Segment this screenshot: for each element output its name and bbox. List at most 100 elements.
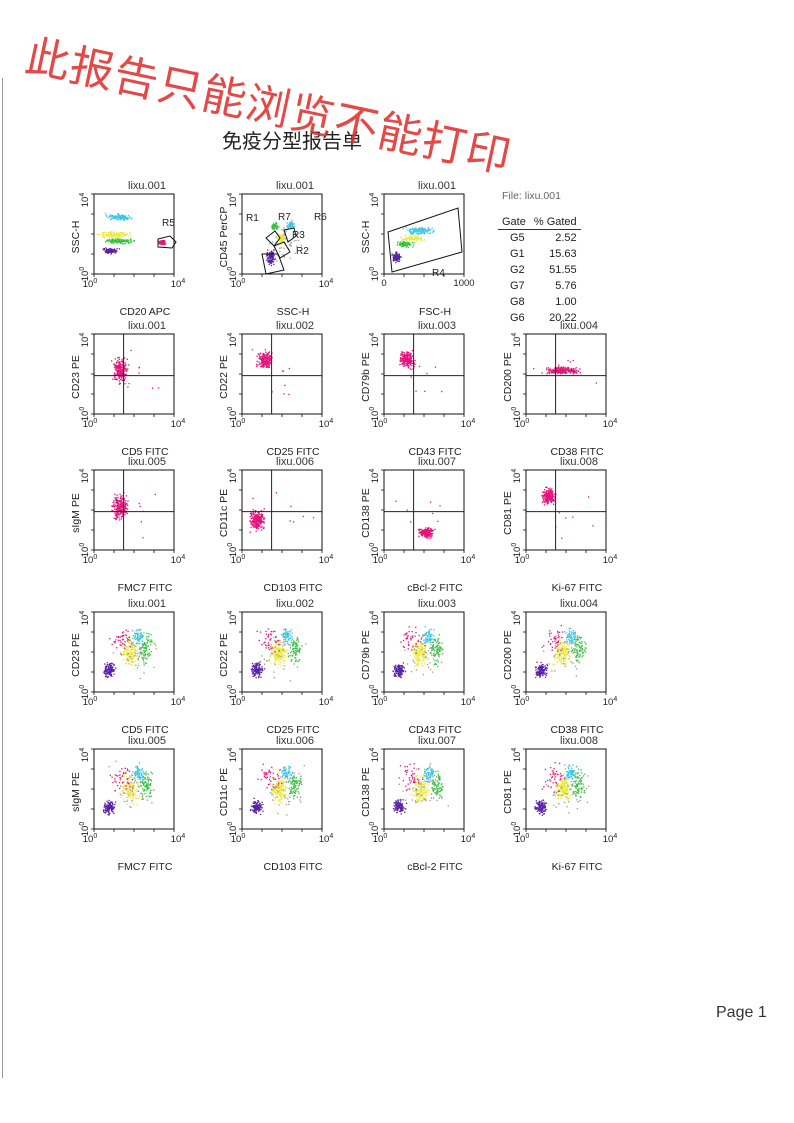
- watermark-text: 此报告只能浏览不能打印: [21, 30, 516, 184]
- stats-gate: G6: [510, 312, 525, 324]
- flow-plot: lixu.008 100 104 100 104 Ki-67 FITC CD81 PE: [502, 456, 657, 602]
- x-axis-label: CD20 APC: [119, 306, 171, 318]
- plot-title: lixu.008: [560, 456, 598, 468]
- x-axis-label: CD43 FITC: [408, 446, 462, 458]
- stats-row: G8 1.00: [498, 294, 581, 310]
- flow-plot: lixu.005 100 104 100 104 FMC7 FITC sIgM PE: [70, 456, 225, 602]
- plot-title: lixu.002: [276, 598, 314, 610]
- event-dots: [392, 763, 449, 815]
- flow-plot: lixu.008 100 104 100 104 Ki-67 FITC CD81 PE: [502, 735, 657, 881]
- y-axis-label: CD23 PE: [70, 633, 82, 677]
- event-dots: [399, 350, 443, 393]
- gate-r2-outline: [261, 253, 285, 275]
- flow-plot: lixu.003 100 104 100 104 CD43 FITC CD79b PE: [360, 320, 515, 466]
- gate-statistics-table: File: lixu.001 Gate % Gated G5 2.52 G1 15.…: [498, 190, 590, 328]
- gate-r7-outline: [283, 227, 297, 243]
- event-dots: [103, 628, 157, 680]
- x-axis-label: CD25 FITC: [266, 724, 320, 736]
- x-tick-label: 104: [461, 418, 476, 430]
- event-dots: [251, 349, 290, 396]
- flow-plot: lixu.006 100 104 100 104 CD103 FITC CD11c PE: [218, 735, 373, 881]
- gate-r3-outline: [273, 241, 291, 259]
- plot-frame: [383, 333, 465, 415]
- plot-title: lixu.004: [560, 598, 598, 610]
- y-axis-label: CD138 PE: [360, 767, 372, 817]
- y-axis-label: CD138 PE: [360, 488, 372, 538]
- y-axis-label: SSC-H: [360, 220, 372, 254]
- plot-frame: [93, 333, 175, 415]
- stats-header-row: Gate % Gated: [498, 216, 581, 230]
- x-axis-label: CD103 FITC: [263, 861, 323, 873]
- plot-title: lixu.007: [418, 735, 456, 747]
- y-axis-label: CD22 PE: [218, 355, 230, 399]
- plot-frame: [241, 333, 323, 415]
- flow-plot: lixu.001 100 104 100 104 R5 CD20 APC SSC-H: [70, 180, 225, 326]
- x-tick-label: 104: [171, 696, 186, 708]
- plot-title: lixu.003: [418, 598, 456, 610]
- y-axis-label: CD79b PE: [360, 352, 372, 402]
- x-tick-label: 104: [319, 278, 334, 290]
- stats-row: G2 51.55: [498, 262, 581, 278]
- left-margin-rule: [2, 78, 3, 1078]
- event-dots: [392, 626, 444, 679]
- stats-row: G1 15.63: [498, 246, 581, 262]
- plot-frame: [241, 193, 323, 275]
- stats-gate: G2: [510, 264, 525, 276]
- plot-title: lixu.006: [276, 735, 314, 747]
- y-axis-label: CD11c PE: [218, 767, 230, 817]
- plot-title: lixu.005: [128, 456, 166, 468]
- flow-plot: lixu.004 100 104 100 104 CD38 FITC CD200 PE: [502, 598, 657, 744]
- y-axis-label: SSC-H: [70, 220, 82, 254]
- stats-percent: 51.55: [549, 264, 577, 276]
- x-tick-label: 104: [603, 696, 618, 708]
- x-tick-label: 0: [381, 278, 386, 289]
- stats-header-percent: % Gated: [529, 216, 581, 230]
- stats-row: G6 20.22: [498, 310, 581, 326]
- flow-plot: lixu.001 100 104 100 104 CD5 FITC CD23 PE: [70, 320, 225, 466]
- plot-title: lixu.001: [276, 180, 314, 192]
- x-axis-label: Ki-67 FITC: [551, 861, 603, 873]
- stats-file-name: File: lixu.001: [502, 190, 561, 202]
- x-axis-label: FMC7 FITC: [117, 861, 173, 873]
- plot-frame: [525, 469, 607, 551]
- x-axis-label: CD5 FITC: [121, 446, 169, 458]
- plot-frame: [93, 469, 175, 551]
- flow-plot: lixu.007 100 104 100 104 cBcl-2 FITC CD138 PE: [360, 735, 515, 881]
- gate-label: R6: [314, 212, 327, 223]
- stats-row: G7 5.76: [498, 278, 581, 294]
- x-axis-label: CD38 FITC: [550, 724, 604, 736]
- x-tick-label: 104: [171, 278, 186, 290]
- x-tick-label: 104: [171, 833, 186, 845]
- x-axis-label: CD5 FITC: [121, 724, 169, 736]
- page-number: Page 1: [716, 1004, 767, 1021]
- plot-title: lixu.001: [128, 320, 166, 332]
- x-axis-label: CD43 FITC: [408, 724, 462, 736]
- stats-gate: G7: [510, 280, 525, 292]
- plot-frame: [93, 193, 175, 275]
- x-axis-label: cBcl-2 FITC: [407, 582, 463, 594]
- y-axis-label: CD81 PE: [502, 770, 514, 814]
- gate-label: R7: [278, 212, 291, 223]
- y-axis-label: CD45 PerCP: [218, 206, 230, 268]
- event-dots: [111, 349, 160, 389]
- x-axis-label: FMC7 FITC: [117, 582, 173, 594]
- flow-plot: lixu.001 100 104 100 104 R1 R7 R6 R3 R2 SSC-H CD45 …: [218, 180, 373, 326]
- x-axis-label: FSC-H: [418, 306, 452, 318]
- x-axis-label: Ki-67 FITC: [551, 582, 603, 594]
- event-dots: [111, 492, 156, 539]
- x-tick-label: 104: [319, 554, 334, 566]
- flow-plot: lixu.003 100 104 100 104 CD43 FITC CD79b PE: [360, 598, 515, 744]
- x-tick-label: 104: [319, 833, 334, 845]
- event-dots: [533, 359, 597, 384]
- report-title: 免疫分型报告单: [222, 129, 362, 153]
- y-axis-label: CD79b PE: [360, 630, 372, 680]
- plot-title: lixu.005: [128, 735, 166, 747]
